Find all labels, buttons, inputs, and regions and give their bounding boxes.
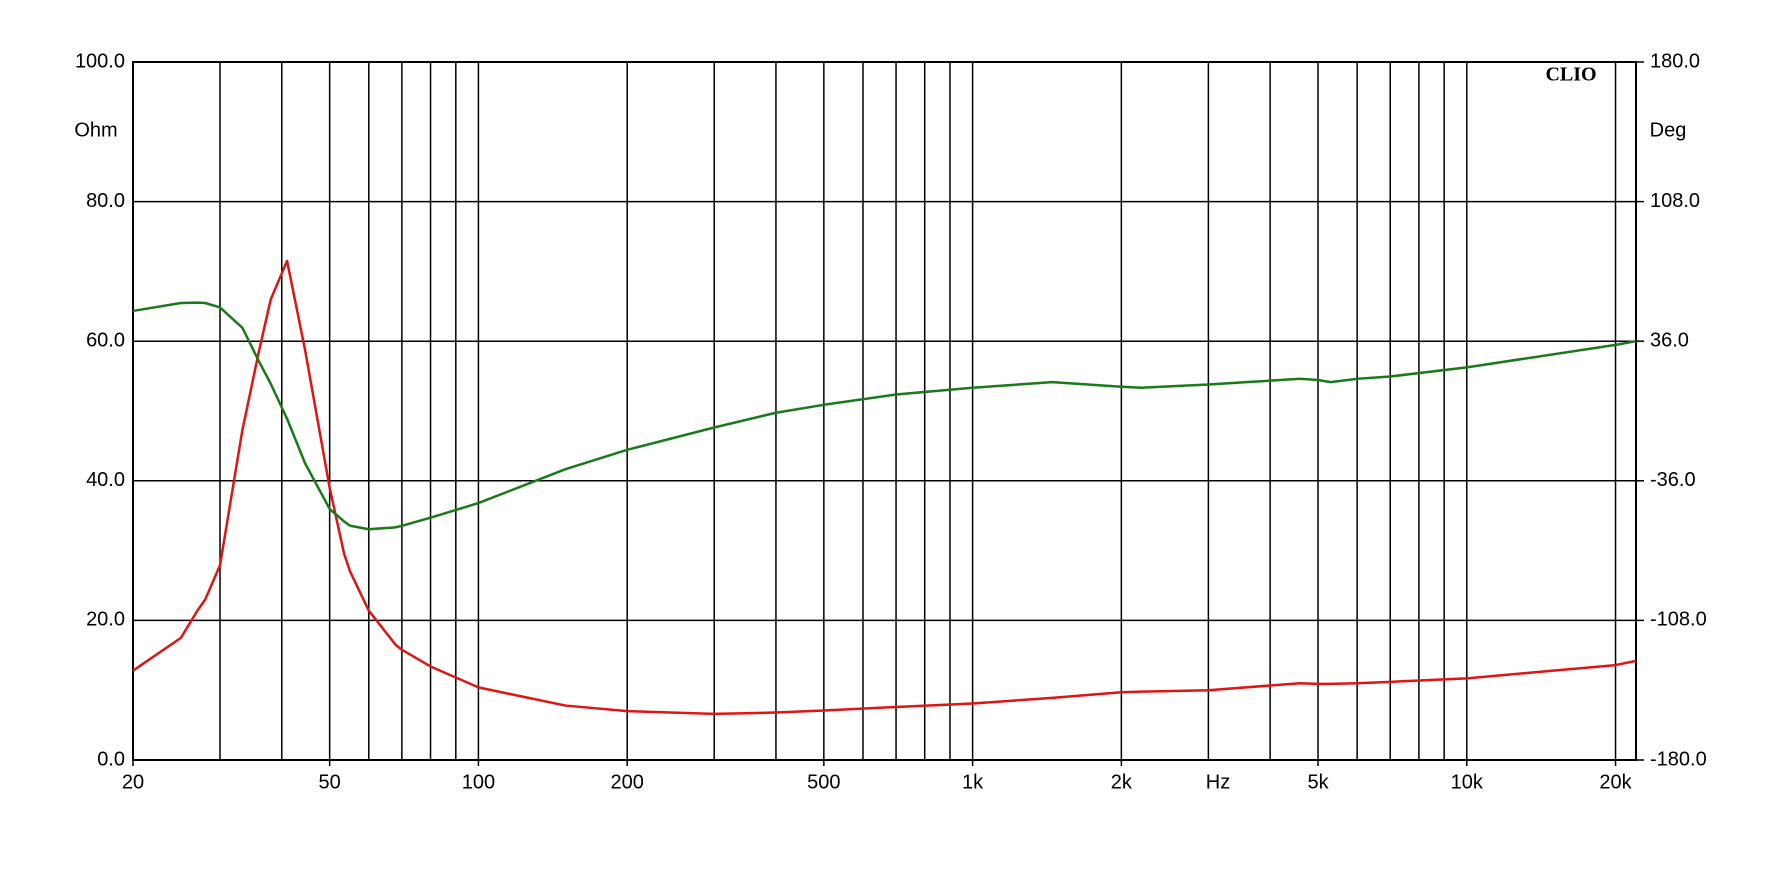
x-axis-label: Hz [1206, 771, 1230, 793]
y-tick-label: 100.0 [75, 50, 125, 72]
x-tick-label: 20k [1599, 771, 1632, 793]
y-tick-label: 40.0 [86, 469, 125, 491]
x-tick-label: 10k [1451, 771, 1484, 793]
brand: CLIO [1545, 64, 1596, 86]
series-line [132, 301, 1637, 531]
y2-tick-label: -108.0 [1650, 609, 1707, 631]
y2-tick-label: 180.0 [1650, 50, 1700, 72]
x-tick-label: 100 [462, 771, 495, 793]
x-tick-label: 50 [319, 771, 341, 793]
x-tick-label: 2k [1111, 771, 1133, 793]
x-tick-label: 500 [807, 771, 840, 793]
y-tick-label: 20.0 [86, 609, 125, 631]
plot-frame [132, 61, 1637, 761]
y2-tick-label: -180.0 [1650, 748, 1707, 770]
y-tick-label: 60.0 [86, 329, 125, 351]
x-tick-label: 5k [1307, 771, 1329, 793]
x-tick-label: 20 [122, 771, 144, 793]
series-line [132, 259, 1637, 716]
x-tick-label: 200 [610, 771, 643, 793]
y2-tick-label: 36.0 [1650, 329, 1689, 351]
y-tick-label: 80.0 [86, 190, 125, 212]
y-tick-label: 0.0 [97, 748, 125, 770]
y2-tick-label: 108.0 [1650, 190, 1700, 212]
x-tick-label: 1k [962, 771, 984, 793]
y-axis-label: Ohm [74, 119, 117, 141]
y2-tick-label: -36.0 [1650, 469, 1696, 491]
y2-axis-label: Deg [1650, 119, 1687, 141]
